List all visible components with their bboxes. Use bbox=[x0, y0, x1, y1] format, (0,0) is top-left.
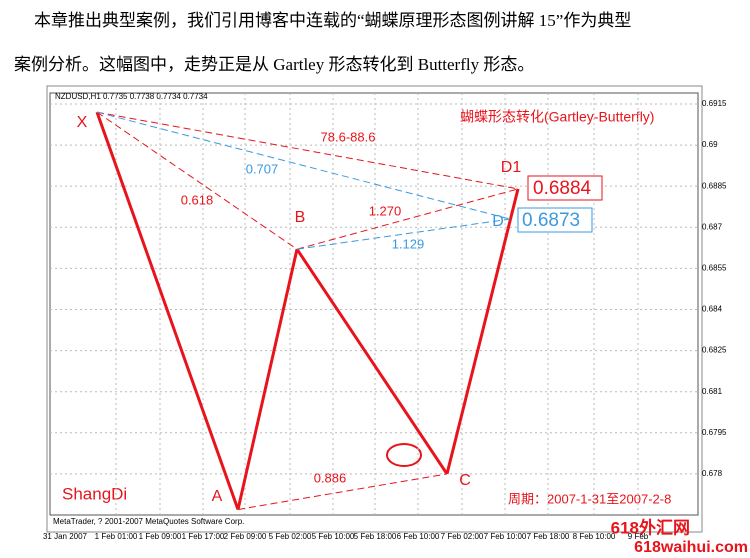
pattern-leg bbox=[236, 248, 299, 510]
point-label: C bbox=[459, 472, 471, 489]
y-tick-label: 0.687 bbox=[702, 222, 723, 231]
paragraph-line: 本章推出典型案例，我们引用博客中连载的“蝴蝶原理形态图例讲解 15”作为典型 bbox=[34, 11, 632, 30]
ratio-line bbox=[96, 111, 519, 190]
point-label: A bbox=[212, 488, 223, 505]
x-tick-label: 7 Feb 02:00 bbox=[441, 532, 484, 541]
price-label: 0.6884 bbox=[533, 178, 592, 199]
author: ShangDi bbox=[62, 484, 127, 503]
pattern-leg bbox=[295, 248, 449, 475]
price-box bbox=[517, 207, 593, 233]
paragraph-line: 案例分析。这幅图中，走势正是从 Gartley 形态转化到 Butterfly … bbox=[14, 55, 535, 74]
ratio-line bbox=[296, 218, 511, 250]
ratio-label: 1.129 bbox=[392, 236, 425, 251]
point-label: B bbox=[295, 209, 306, 226]
x-tick-label: 5 Feb 10:00 bbox=[312, 532, 355, 541]
y-tick-label: 0.6825 bbox=[702, 346, 727, 355]
x-tick-label: 1 Feb 01:00 bbox=[95, 532, 138, 541]
watermark: 618外汇网 bbox=[611, 517, 690, 537]
ratio-label: 0.886 bbox=[314, 470, 347, 485]
point-label: D1 bbox=[501, 159, 522, 176]
ratio-line bbox=[96, 111, 298, 250]
pattern-leg bbox=[445, 188, 520, 475]
x-tick-label: 1 Feb 09:00 bbox=[139, 532, 182, 541]
y-tick-label: 0.6795 bbox=[702, 428, 727, 437]
x-tick-label: 2 Feb 09:00 bbox=[224, 532, 267, 541]
price-label: 0.6873 bbox=[522, 210, 580, 231]
x-tick-label: 6 Feb 10:00 bbox=[397, 532, 440, 541]
ratio-line bbox=[237, 473, 448, 511]
y-tick-label: 0.6915 bbox=[702, 99, 727, 108]
ratio-label: 1.270 bbox=[369, 203, 402, 218]
y-tick-label: 0.6885 bbox=[702, 181, 727, 190]
x-tick-label: 8 Feb 10:00 bbox=[573, 532, 616, 541]
point-label: X bbox=[77, 114, 88, 131]
x-tick-label: 9 Feb bbox=[628, 532, 649, 541]
ratio-label: 78.6-88.6 bbox=[321, 129, 376, 144]
chart-title: 蝴蝶形态转化(Gartley-Butterfly) bbox=[460, 109, 654, 125]
period: 周期：2007-1-31至2007-2-8 bbox=[508, 491, 671, 506]
x-tick-label: 7 Feb 10:00 bbox=[484, 532, 527, 541]
ratio-line bbox=[96, 111, 511, 220]
y-tick-label: 0.678 bbox=[702, 469, 723, 478]
copyright: MetaTrader, ? 2001-2007 MetaQuotes Softw… bbox=[53, 517, 244, 526]
ratio-label: 0.707 bbox=[246, 161, 279, 176]
pattern-leg bbox=[95, 111, 240, 511]
ratio-label: 0.618 bbox=[181, 192, 214, 207]
y-tick-label: 0.6855 bbox=[702, 263, 727, 272]
x-tick-label: 1 Feb 17:00 bbox=[182, 532, 225, 541]
x-tick-label: 5 Feb 18:00 bbox=[354, 532, 397, 541]
x-tick-label: 31 Jan 2007 bbox=[43, 532, 88, 541]
plot-area bbox=[49, 92, 699, 516]
highlight-ellipse bbox=[386, 443, 422, 467]
watermark: 618waihui.com bbox=[634, 539, 748, 556]
price-box bbox=[527, 175, 603, 201]
y-tick-label: 0.69 bbox=[702, 140, 718, 149]
chart-header: NZDUSD,H1 0.7735 0.7738 0.7734 0.7734 bbox=[55, 92, 208, 101]
y-tick-label: 0.684 bbox=[702, 305, 723, 314]
ratio-line bbox=[296, 188, 519, 250]
x-tick-label: 5 Feb 02:00 bbox=[269, 532, 312, 541]
y-tick-label: 0.681 bbox=[702, 387, 723, 396]
point-label: D bbox=[492, 213, 504, 230]
x-tick-label: 7 Feb 18:00 bbox=[527, 532, 570, 541]
